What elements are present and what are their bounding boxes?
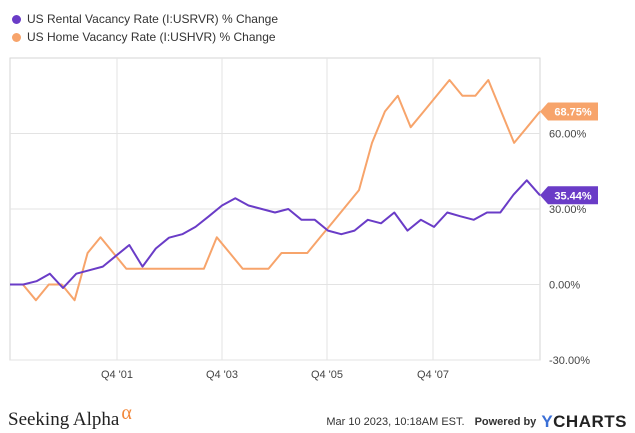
x-tick-label: Q4 '03 (206, 369, 238, 381)
legend-item-home[interactable]: US Home Vacancy Rate (I:USHVR) % Change (12, 28, 278, 46)
chart-legend: US Rental Vacancy Rate (I:USRVR) % Chang… (12, 10, 278, 46)
x-tick-label: Q4 '01 (101, 369, 133, 381)
y-tick-label: -30.00% (549, 355, 590, 367)
home-last-value-label: 68.75% (540, 102, 598, 121)
seeking-alpha-logo: Seeking Alpha α (8, 402, 132, 431)
rental-last-value-label: 35.44% (540, 186, 598, 205)
brand-name: Seeking Alpha (8, 409, 120, 430)
legend-label-rental: US Rental Vacancy Rate (I:USRVR) % Chang… (27, 12, 278, 26)
legend-swatch-rental (12, 14, 21, 24)
legend-swatch-home (12, 32, 21, 42)
legend-item-rental[interactable]: US Rental Vacancy Rate (I:USRVR) % Chang… (12, 10, 278, 28)
svg-text:35.44%: 35.44% (554, 190, 592, 202)
footer-credits: Mar 10 2023, 10:18AM EST. Powered by YCH… (326, 412, 627, 432)
powered-by-label: Powered by (474, 416, 537, 428)
legend-label-home: US Home Vacancy Rate (I:USHVR) % Change (27, 30, 276, 44)
ycharts-logo: YCHARTS (541, 412, 627, 431)
line-chart: -30.00% 0.00% 30.00% 60.00% Q4 '01 Q4 '03 Q4 '… (9, 57, 598, 381)
x-tick-label: Q4 '07 (417, 369, 449, 381)
y-tick-label: 0.00% (549, 280, 580, 292)
y-tick-label: 60.00% (549, 129, 587, 141)
x-tick-label: Q4 '05 (311, 369, 343, 381)
y-tick-label: 30.00% (549, 204, 587, 216)
svg-text:68.75%: 68.75% (554, 106, 592, 118)
alpha-icon: α (121, 402, 132, 424)
timestamp: Mar 10 2023, 10:18AM EST. (326, 416, 465, 428)
home-vacancy-line (10, 79, 541, 302)
rental-vacancy-line (10, 179, 541, 289)
